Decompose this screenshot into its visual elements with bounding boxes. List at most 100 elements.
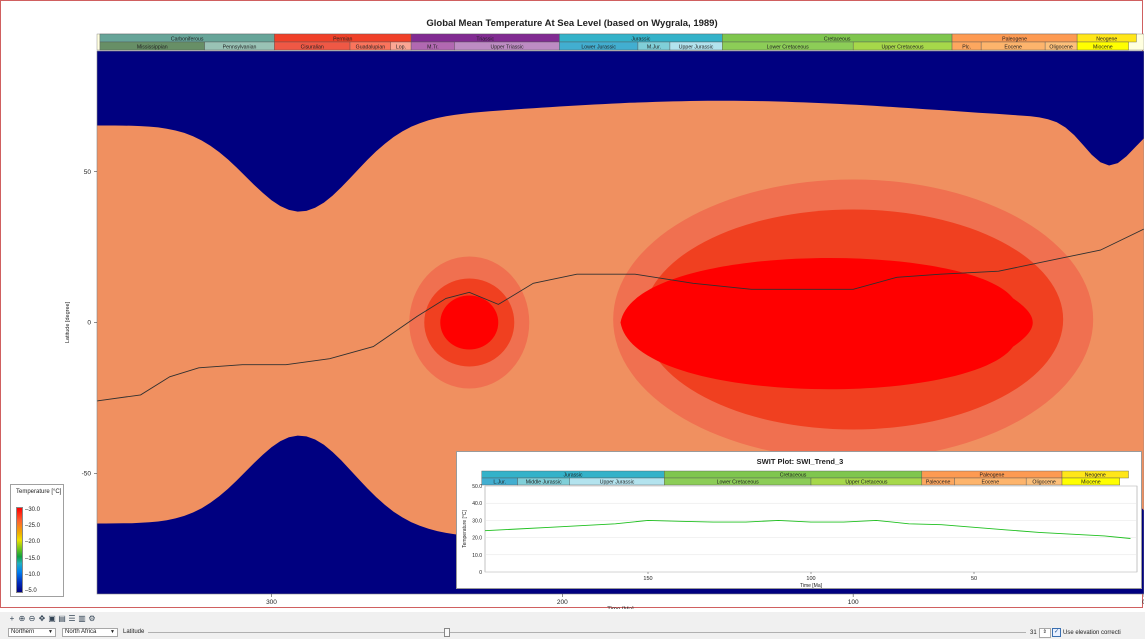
- inset-x-tick-label: 100: [806, 576, 815, 582]
- inset-y-tick-label: 0: [479, 570, 482, 576]
- inset-epoch-label: Paleocene: [926, 479, 951, 485]
- epoch-label: Oligocene: [1049, 44, 1072, 50]
- pointer-icon[interactable]: +: [9, 614, 15, 623]
- swit-plot-panel[interactable]: SWIT Plot: SWI_Trend_3 Jurassic Cretaceous…: [456, 451, 1142, 589]
- latitude-label: Latitude: [123, 629, 145, 635]
- settings-icon[interactable]: ⚙: [88, 614, 96, 623]
- epoch-label: Eocene: [1004, 44, 1022, 50]
- epoch-label: Upper Cretaceous: [882, 44, 925, 50]
- inset-y-axis-label: Temperature [°C]: [462, 509, 468, 547]
- value-spinner[interactable]: 31 ⇕: [1030, 628, 1051, 638]
- temperature-colorbar-legend: Temperature [°C] –30.0 –25.0 –20.0 –15.0 –10…: [10, 484, 64, 597]
- inset-epoch-label: Upper Cretaceous: [845, 479, 888, 485]
- epoch-label: Lower Cretaceous: [767, 44, 810, 50]
- colorbar-tick-label: –10.0: [25, 571, 41, 578]
- hemisphere-select-value: Northern: [11, 629, 35, 635]
- inset-epoch-label: Miocene: [1081, 479, 1101, 485]
- x-tick-label: 200: [557, 599, 568, 606]
- zoom-box-icon[interactable]: ▣: [48, 614, 56, 623]
- inset-x-tick-label: 150: [643, 576, 652, 582]
- chevron-down-icon: ▼: [110, 629, 115, 635]
- list-icon[interactable]: ☰: [68, 614, 76, 623]
- inset-x-axis-label: Time [Ma]: [800, 583, 823, 589]
- region-select-value: North Africa: [65, 629, 97, 635]
- y-tick-label: 50: [84, 169, 92, 176]
- spinner-value: 31: [1030, 630, 1037, 636]
- checkbox-checked-icon[interactable]: ✓: [1052, 628, 1061, 637]
- chart-title: Global Mean Temperature At Sea Level (ba…: [426, 18, 717, 29]
- epoch-label: Mississippian: [137, 44, 168, 50]
- period-label: Carboniferous: [171, 36, 204, 42]
- epoch-label: Plc.: [962, 44, 971, 50]
- inset-period-label: Jurassic: [564, 472, 583, 478]
- epoch-label: Cisuralian: [301, 44, 324, 50]
- inset-epoch-label: Oligocene: [1032, 479, 1055, 485]
- layer-icon[interactable]: ▤: [58, 614, 66, 623]
- inset-period-label: Paleogene: [980, 472, 1005, 478]
- period-label: Permian: [333, 36, 352, 42]
- inset-title: SWIT Plot: SWI_Trend_3: [757, 457, 844, 466]
- temperature-heatmap-chart: Global Mean Temperature At Sea Level (ba…: [65, 18, 1144, 609]
- swit-line-chart: SWIT Plot: SWI_Trend_3 Jurassic Cretaceous…: [462, 457, 1138, 589]
- epoch-label: Pennsylvanian: [223, 44, 257, 50]
- inset-period-label: Neogene: [1085, 472, 1106, 478]
- period-label: Triassic: [476, 36, 494, 42]
- geologic-timescale: Carboniferous Permian Triassic Jurassic Cret…: [96, 33, 1144, 51]
- elevation-checkbox-label: Use elevation correcti: [1063, 629, 1121, 636]
- inset-y-tick-label: 40.0: [472, 501, 482, 507]
- period-label: Cretaceous: [824, 36, 851, 42]
- inset-period-label: Cretaceous: [780, 472, 807, 478]
- zoom-in-icon[interactable]: ⊕: [18, 614, 26, 623]
- inset-epoch-label: Lower Cretaceous: [717, 479, 760, 485]
- inset-series-line: [484, 519, 1131, 539]
- colorbar-tick-label: –20.0: [25, 539, 41, 546]
- bottom-toolbar: + ⊕ ⊖ ✥ ▣ ▤ ☰ ▥ ⚙ Northern ▼ North Africa ▼ Lati…: [0, 612, 1145, 639]
- inset-plot-area: [484, 485, 1138, 573]
- inset-timescale: Jurassic Cretaceous Paleogene Neogene L.Jur.…: [481, 470, 1129, 486]
- x-axis-label: Time [Ma]: [607, 607, 634, 609]
- colorbar-gradient: [16, 507, 23, 593]
- inset-epoch-label: Upper Jurassic: [600, 479, 635, 485]
- chevron-down-icon: ▼: [48, 629, 53, 635]
- y-tick-label: 0: [87, 320, 91, 327]
- x-tick-label: 300: [266, 599, 277, 606]
- hemisphere-select[interactable]: Northern ▼: [8, 628, 56, 637]
- colorbar-tick-label: –15.0: [25, 555, 41, 562]
- zoom-out-icon[interactable]: ⊖: [28, 614, 36, 623]
- inset-y-tick-label: 10.0: [472, 553, 482, 559]
- inset-epoch-label: L.Jur.: [493, 479, 506, 485]
- y-axis-label: Latitude [degree]: [65, 301, 71, 343]
- epoch-label: Lop.: [396, 44, 406, 50]
- inset-y-tick-label: 30.0: [472, 518, 482, 524]
- epoch-label: Upper Triassic: [490, 44, 524, 50]
- epoch-label: M.Jur.: [647, 44, 661, 50]
- inset-epoch-label: Middle Jurassic: [526, 479, 562, 485]
- trend-line: [96, 228, 1144, 402]
- spinner-arrows-icon[interactable]: ⇕: [1038, 628, 1051, 638]
- export-icon[interactable]: ▥: [78, 614, 86, 623]
- epoch-label: Upper Jurassic: [679, 44, 714, 50]
- colorbar-tick-label: –30.0: [25, 507, 41, 513]
- heatmap-band: [620, 258, 1033, 390]
- pan-icon[interactable]: ✥: [38, 614, 46, 623]
- colorbar-tick-label: –25.0: [25, 523, 41, 530]
- inset-x-tick-label: 50: [971, 576, 977, 582]
- x-tick-label: 0: [1142, 599, 1144, 606]
- epoch-box: [1076, 41, 1129, 51]
- region-select[interactable]: North Africa ▼: [62, 628, 118, 637]
- inset-y-tick-label: 20.0: [472, 536, 482, 542]
- inset-y-tick-label: 50.0: [472, 484, 482, 490]
- heatmap-bands: [97, 51, 1144, 594]
- elevation-correction-option[interactable]: ✓ Use elevation correcti: [1052, 628, 1121, 637]
- inset-epoch-box: [1061, 477, 1120, 486]
- plot-window: Global Mean Temperature At Sea Level (ba…: [0, 0, 1144, 609]
- latitude-slider-track[interactable]: [148, 632, 1026, 633]
- inset-epoch-label: Eocene: [981, 479, 999, 485]
- period-label: Jurassic: [631, 36, 650, 42]
- period-label: Paleogene: [1002, 36, 1027, 42]
- colorbar-title: Temperature [°C]: [16, 489, 62, 495]
- epoch-label: Lower Jurassic: [581, 44, 616, 50]
- period-label: Neogene: [1096, 36, 1117, 42]
- epoch-label: M.Tr.: [427, 44, 439, 50]
- latitude-slider-thumb[interactable]: [443, 628, 450, 637]
